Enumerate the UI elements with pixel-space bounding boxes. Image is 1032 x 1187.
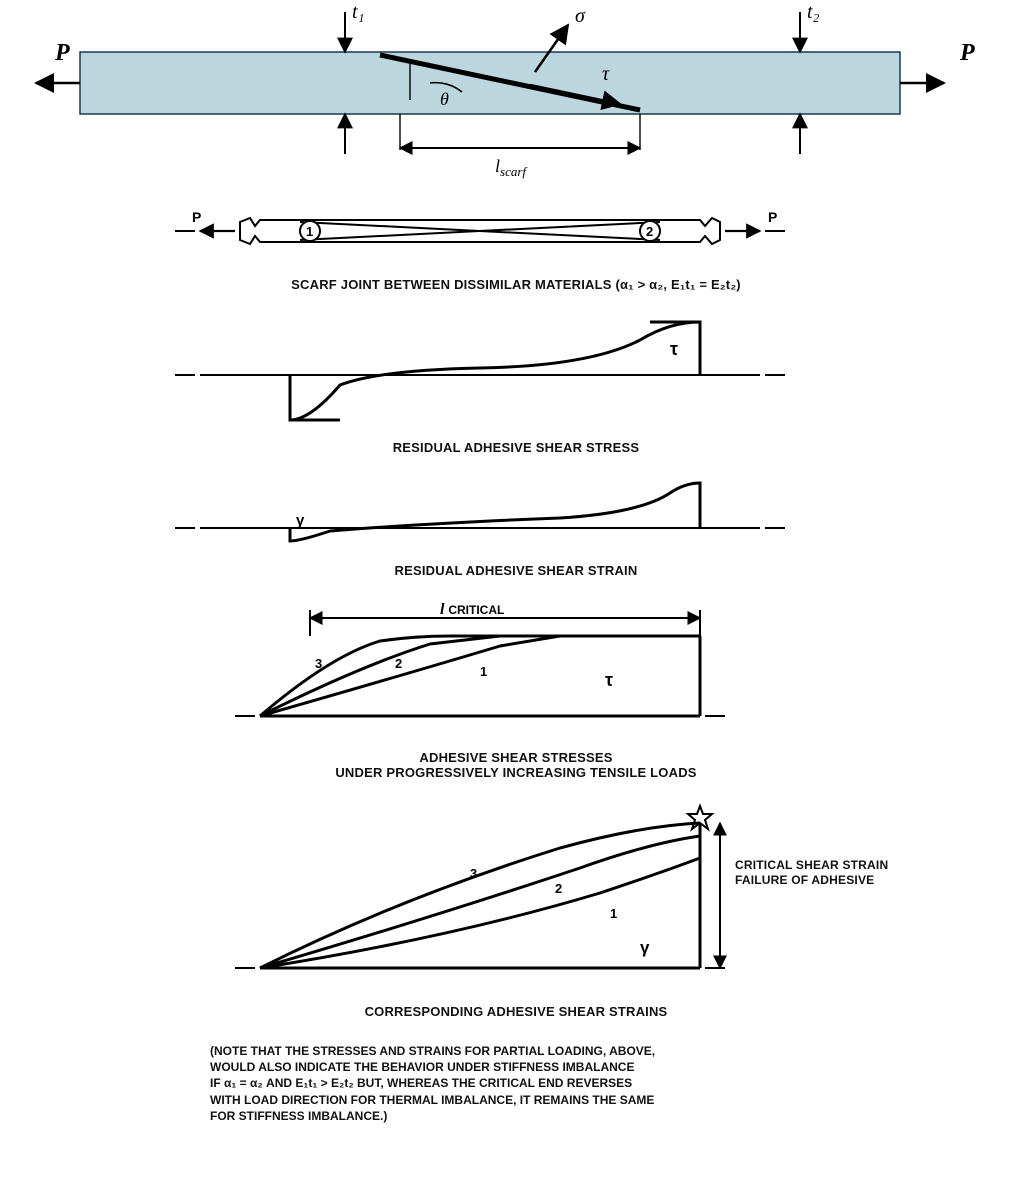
- t1-label: t₁: [352, 1, 365, 23]
- residual-strain-plot: γ: [0, 473, 1032, 563]
- theta-label: θ: [440, 89, 449, 109]
- curve2-num: 2: [395, 656, 402, 671]
- top-scarf-diagram: P P t₁ t₂ σ τ θ lscarf: [0, 0, 1032, 190]
- note-line-2: WOULD ALSO INDICATE THE BEHAVIOR UNDER S…: [210, 1059, 830, 1075]
- corresponding-strain-caption: CORRESPONDING ADHESIVE SHEAR STRAINS: [0, 1004, 1032, 1019]
- tau-label: τ: [602, 63, 610, 85]
- residual-stress-plot: τ: [0, 310, 1032, 440]
- footnote-block: (NOTE THAT THE STRESSES AND STRAINS FOR …: [210, 1043, 830, 1124]
- right-P: P: [959, 40, 975, 66]
- strain-curve3: 3: [470, 866, 477, 881]
- t2-label: t₂: [807, 1, 820, 23]
- scarf-strip-diagram: 1 2 P P: [0, 200, 1032, 275]
- strain-curve1: 1: [610, 906, 617, 921]
- lcrit-sub: CRITICAL: [448, 603, 504, 617]
- strip-right-P: P: [768, 209, 777, 225]
- increasing-stress-caption2: UNDER PROGRESSIVELY INCREASING TENSILE L…: [0, 765, 1032, 780]
- critical-strain-label: CRITICAL SHEAR STRAIN FAILURE OF ADHESIV…: [735, 858, 925, 888]
- strain-curve2: 2: [555, 881, 562, 896]
- residual-strain-caption: RESIDUAL ADHESIVE SHEAR STRAIN: [0, 563, 1032, 578]
- beam-body: [80, 52, 900, 114]
- sigma-label: σ: [575, 5, 586, 27]
- lscarf-sub: scarf: [500, 164, 528, 179]
- circle-two: 2: [646, 224, 653, 239]
- lcrit-l: l: [440, 601, 445, 618]
- note-line-5: FOR STIFFNESS IMBALANCE.): [210, 1108, 830, 1124]
- increasing-stress-plot: l CRITICAL 3 2 1 τ: [0, 596, 1032, 746]
- left-P: P: [54, 40, 70, 66]
- residual-stress-tau: τ: [670, 339, 678, 359]
- svg-text:lscarf: lscarf: [495, 156, 528, 179]
- svg-text:l CRITICAL: l CRITICAL: [440, 601, 504, 618]
- note-line-1: (NOTE THAT THE STRESSES AND STRAINS FOR …: [210, 1043, 830, 1059]
- residual-strain-gamma: γ: [296, 512, 305, 529]
- note-line-3: IF α₁ = α₂ AND E₁t₁ > E₂t₂ BUT, WHEREAS …: [210, 1075, 830, 1091]
- curve3-num: 3: [315, 656, 322, 671]
- residual-stress-caption: RESIDUAL ADHESIVE SHEAR STRESS: [0, 440, 1032, 455]
- corresponding-strain-plot: 3 2 1 γ CRITICAL SHEAR STRAIN FAILURE OF…: [0, 798, 1032, 998]
- circle-one: 1: [306, 224, 313, 239]
- note-line-4: WITH LOAD DIRECTION FOR THERMAL IMBALANC…: [210, 1092, 830, 1108]
- increasing-stress-caption1: ADHESIVE SHEAR STRESSES: [0, 750, 1032, 765]
- curve1-num: 1: [480, 664, 487, 679]
- scarf-joint-caption: SCARF JOINT BETWEEN DISSIMILAR MATERIALS…: [0, 277, 1032, 292]
- strain-gamma: γ: [640, 938, 650, 957]
- strip-left-P: P: [192, 209, 201, 225]
- increasing-stress-tau: τ: [605, 670, 613, 690]
